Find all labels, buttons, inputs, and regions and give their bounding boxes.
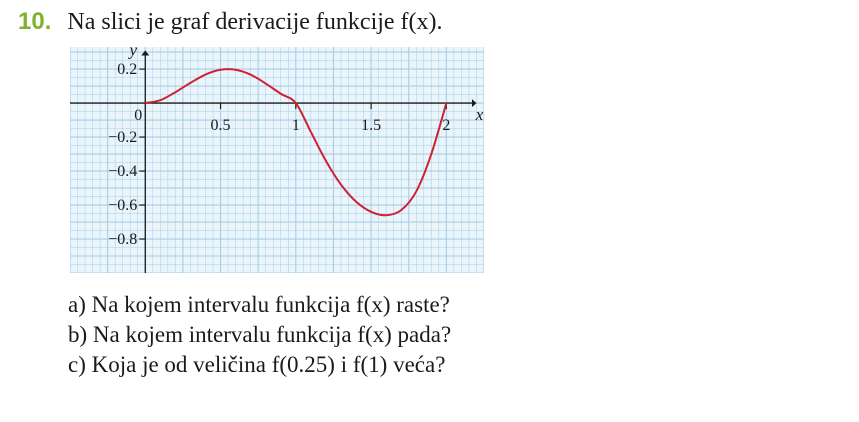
y-tick-label: 0 [134,107,142,124]
problem-statement: Na slici je graf derivacije funkcije f(x… [67,9,443,35]
y-tick-label: −0.6 [108,197,137,214]
problem-number: 10. [18,8,52,35]
x-tick-label: 1.5 [361,117,381,134]
y-tick-label: 0.2 [117,61,137,78]
y-tick-label: −0.8 [108,231,137,248]
x-tick-label: 2 [442,117,450,134]
x-axis-label: x [475,105,484,124]
problem-heading: 10. Na slici je graf derivacije funkcije… [18,8,443,36]
y-axis-label: y [127,47,137,59]
question-b: b) Na kojem intervalu funkcija f(x) pada… [68,322,452,347]
chart-svg: 0.5 1 1.5 2 0.2 0 −0.2 −0.4 −0.6 −0.8 x y [70,47,484,273]
derivative-graph: 0.5 1 1.5 2 0.2 0 −0.2 −0.4 −0.6 −0.8 x y [70,47,484,273]
x-axis-arrow [471,99,477,108]
derivative-curve [145,68,448,217]
y-tick-label: −0.4 [108,163,137,180]
x-tick-label: 0.5 [211,117,231,134]
chart-background [70,47,484,273]
questions-list: a) Na kojem intervalu funkcija f(x) rast… [68,290,451,380]
question-a: a) Na kojem intervalu funkcija f(x) rast… [68,292,450,317]
question-c: c) Koja je od veličina f(0.25) i f(1) ve… [68,352,446,377]
x-tick-label: 1 [292,117,300,134]
y-axis-arrow [141,50,150,56]
y-tick-label: −0.2 [108,129,137,146]
